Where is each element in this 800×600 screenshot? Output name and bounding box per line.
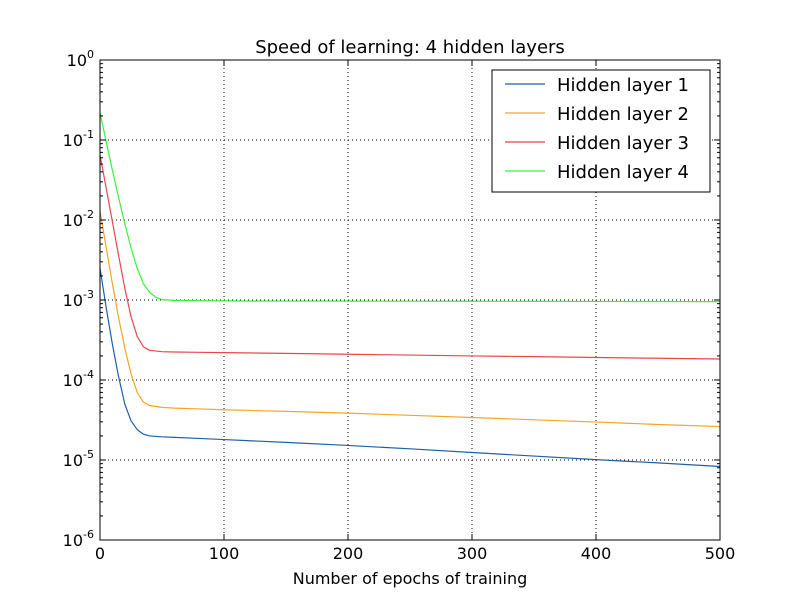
y-tick-exponent: -1 — [83, 128, 94, 141]
y-tick-exponent: -3 — [83, 288, 94, 301]
y-tick-exponent: -5 — [83, 448, 94, 461]
x-tick-label: 400 — [581, 544, 612, 563]
x-tick-labels: 0 100 200 300 400 500 — [95, 544, 735, 563]
y-tick-label: 100 — [67, 48, 94, 70]
y-tick-exponent: 0 — [87, 48, 94, 61]
y-tick-label: 10-3 — [63, 288, 94, 310]
legend-label-hidden-layer-3: Hidden layer 3 — [557, 133, 689, 154]
x-tick-label: 300 — [457, 544, 488, 563]
y-tick-exponent: -4 — [83, 368, 94, 381]
series-lines — [99, 112, 721, 468]
y-tick-base: 10 — [63, 371, 83, 390]
y-tick-base: 10 — [63, 211, 83, 230]
legend-label-hidden-layer-4: Hidden layer 4 — [557, 162, 689, 183]
x-tick-label: 100 — [209, 544, 240, 563]
axis-ticks — [99, 59, 721, 541]
y-tick-base: 10 — [67, 51, 87, 70]
legend-label-hidden-layer-1: Hidden layer 1 — [557, 75, 689, 96]
series-line-hidden-layer-2 — [99, 210, 721, 428]
series-line-hidden-layer-4 — [99, 112, 721, 303]
y-tick-label: 10-5 — [63, 448, 94, 470]
legend: Hidden layer 1 Hidden layer 2 Hidden layer… — [491, 69, 711, 193]
x-tick-label: 500 — [705, 544, 736, 563]
y-tick-exponent: -6 — [83, 528, 94, 541]
y-tick-exponent: -2 — [83, 208, 94, 221]
y-tick-label: 10-4 — [63, 368, 94, 390]
chart-title: Speed of learning: 4 hidden layers — [255, 37, 565, 58]
series-line-hidden-layer-1 — [99, 268, 721, 468]
legend-label-hidden-layer-2: Hidden layer 2 — [557, 104, 689, 125]
y-tick-label: 10-2 — [63, 208, 94, 230]
x-tick-label: 200 — [333, 544, 364, 563]
y-tick-label: 10-6 — [63, 528, 94, 550]
y-tick-base: 10 — [63, 291, 83, 310]
series-line-hidden-layer-3 — [99, 154, 721, 360]
legend-box — [491, 69, 711, 193]
x-axis-label: Number of epochs of training — [293, 569, 528, 588]
y-tick-base: 10 — [63, 531, 83, 550]
x-tick-label: 0 — [95, 544, 105, 563]
y-tick-label: 10-1 — [63, 128, 94, 150]
y-tick-base: 10 — [63, 131, 83, 150]
y-tick-base: 10 — [63, 451, 83, 470]
